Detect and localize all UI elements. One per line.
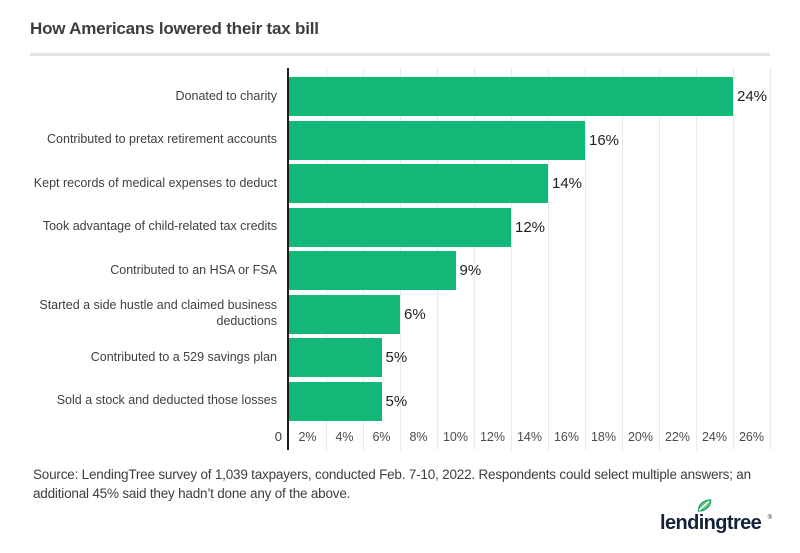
- bar-row: Contributed to an HSA or FSA 9%: [30, 251, 770, 290]
- gridline: [659, 68, 660, 450]
- category-label: Kept records of medical expenses to dedu…: [33, 175, 277, 190]
- bar-track: 9%: [289, 251, 770, 290]
- category-label: Contributed to pretax retirement account…: [47, 132, 277, 147]
- category-label: Sold a stock and deducted those losses: [56, 393, 277, 408]
- x-axis-tick-label: 2%: [298, 429, 317, 444]
- bar-row: Started a side hustle and claimed busine…: [30, 294, 770, 334]
- value-label: 5%: [385, 349, 408, 366]
- lendingtree-logo: lendingtree ®: [660, 499, 772, 535]
- title-divider: [30, 53, 770, 56]
- bar-track: 24%: [289, 77, 770, 116]
- bar-track: 5%: [289, 381, 770, 421]
- registered-trademark: ®: [767, 515, 772, 521]
- x-axis-tick-label: 16%: [553, 429, 580, 444]
- bar-row: Kept records of medical expenses to dedu…: [30, 164, 770, 203]
- value-label: 9%: [459, 262, 482, 279]
- x-axis: 0 2% 4% 6% 8% 10% 12% 14% 16% 18% 20% 22% 24% 26%: [30, 424, 770, 450]
- value-label: 5%: [385, 392, 408, 410]
- leaf-icon: [697, 499, 712, 512]
- bar-track: 14%: [289, 164, 770, 203]
- bar: [289, 164, 548, 203]
- category-label: Took advantage of child-related tax cred…: [42, 219, 277, 234]
- x-axis-tick-label: 18%: [590, 429, 617, 444]
- bar-row: Took advantage of child-related tax cred…: [30, 207, 770, 247]
- chart-card: How Americans lowered their tax bill Don…: [30, 19, 771, 450]
- bar-track: 5%: [289, 338, 770, 377]
- gridline: [474, 68, 475, 450]
- bar: [289, 207, 511, 247]
- bar-track: 12%: [289, 207, 770, 247]
- x-axis-tick-label: 10%: [442, 429, 469, 444]
- gridline: [622, 68, 623, 450]
- bar: [289, 77, 733, 116]
- value-label: 6%: [404, 305, 426, 323]
- source-note: Source: LendingTree survey of 1,039 taxp…: [33, 466, 751, 502]
- value-label: 14%: [552, 175, 583, 192]
- gridline: [696, 68, 697, 450]
- bar: [289, 294, 400, 334]
- bar: [289, 120, 585, 160]
- category-label: Started a side hustle and claimed busine…: [39, 298, 277, 328]
- gridline: [733, 68, 734, 450]
- chart-title: How Americans lowered their tax bill: [30, 19, 319, 38]
- x-axis-tick-label: 6%: [372, 429, 391, 444]
- gridline: [511, 68, 512, 450]
- bar: [289, 251, 456, 290]
- value-label: 12%: [515, 218, 546, 236]
- gridline: [585, 68, 586, 450]
- category-label: Contributed to an HSA or FSA: [110, 262, 277, 277]
- category-label: Contributed to a 529 savings plan: [90, 349, 277, 364]
- x-axis-tick-label: 24%: [701, 429, 728, 444]
- bar-chart: Donated to charity 24% Contributed to pret…: [30, 68, 771, 450]
- bar: [289, 338, 382, 377]
- bar-track: 16%: [289, 120, 770, 160]
- x-axis-tick-label: 14%: [516, 429, 543, 444]
- category-label: Donated to charity: [175, 88, 277, 103]
- value-label: 24%: [737, 88, 768, 105]
- bar-row: Contributed to a 529 savings plan 5%: [30, 338, 770, 377]
- bar-track: 6%: [289, 294, 770, 334]
- logo-wordmark: lendingtree: [660, 512, 762, 534]
- gridline: [548, 68, 549, 450]
- x-axis-tick-label: 20%: [627, 429, 654, 444]
- x-axis-tick-label: 22%: [664, 429, 691, 444]
- x-axis-tick-label: 4%: [335, 429, 354, 444]
- y-axis-line: [287, 68, 289, 450]
- value-label: 16%: [589, 131, 620, 149]
- bar-row: Contributed to pretax retirement account…: [30, 120, 770, 160]
- x-axis-tick-label: 26%: [738, 429, 765, 444]
- x-axis-tick-labels: 2% 4% 6% 8% 10% 12% 14% 16% 18% 20% 22% 24% 26%: [289, 424, 770, 450]
- x-axis-zero-label: 0: [274, 428, 282, 444]
- bar-rows: Donated to charity 24% Contributed to pret…: [30, 68, 770, 424]
- bar-row: Sold a stock and deducted those losses 5%: [30, 381, 770, 421]
- x-axis-tick-label: 12%: [479, 429, 506, 444]
- gridline: [770, 68, 771, 450]
- x-axis-tick-label: 8%: [409, 429, 428, 444]
- bar-row: Donated to charity 24%: [30, 77, 770, 116]
- bar: [289, 381, 382, 421]
